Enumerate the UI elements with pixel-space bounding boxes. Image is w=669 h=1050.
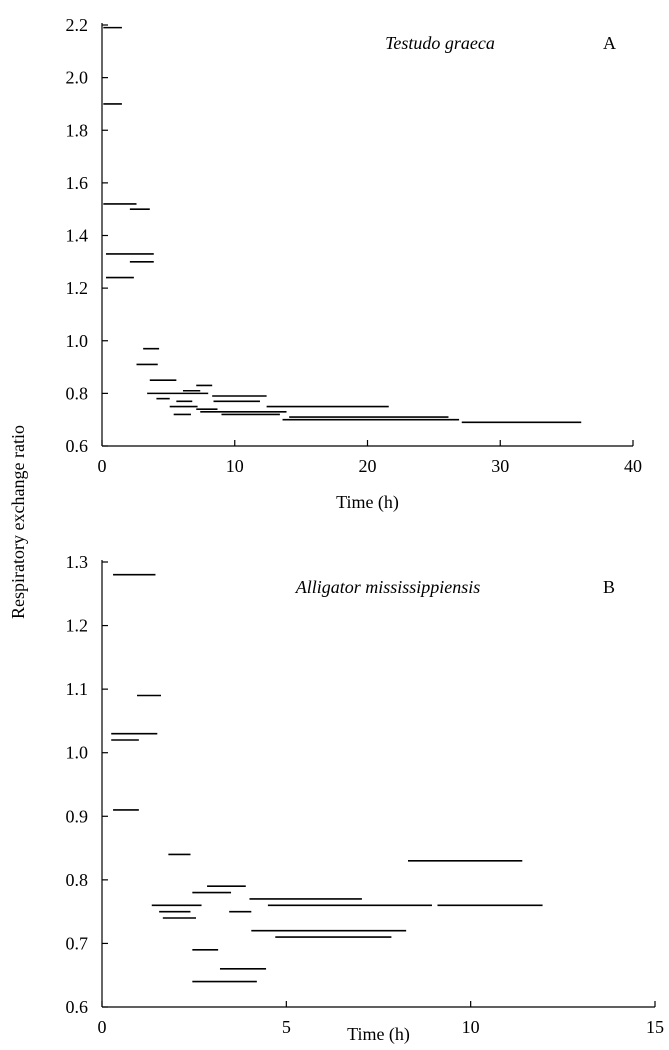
x-axis-label: Time (h) xyxy=(347,1024,410,1045)
y-tick-label: 2.2 xyxy=(66,15,89,35)
x-tick-label: 15 xyxy=(646,1017,664,1037)
y-tick-label: 0.6 xyxy=(66,436,89,456)
x-tick-label: 5 xyxy=(282,1017,291,1037)
y-tick-label: 0.7 xyxy=(66,933,89,953)
x-tick-label: 0 xyxy=(98,456,107,476)
y-tick-label: 1.0 xyxy=(66,331,89,351)
y-tick-label: 1.6 xyxy=(66,173,89,193)
x-tick-label: 10 xyxy=(226,456,244,476)
panel-title: Alligator mississippiensis xyxy=(295,577,481,597)
y-tick-label: 0.6 xyxy=(66,997,89,1017)
y-tick-label: 1.2 xyxy=(66,616,89,636)
shared-y-axis-label: Respiratory exchange ratio xyxy=(8,425,28,619)
x-tick-label: 20 xyxy=(359,456,377,476)
y-tick-label: 1.0 xyxy=(66,743,89,763)
y-tick-label: 1.3 xyxy=(66,552,89,572)
panel-letter: A xyxy=(603,33,616,53)
y-tick-label: 1.4 xyxy=(66,226,89,246)
x-tick-label: 40 xyxy=(624,456,642,476)
panel-letter: B xyxy=(603,577,615,597)
y-tick-label: 1.1 xyxy=(66,679,89,699)
panel-b-alligator-mississippiensis: 0.6 0.7 0.8 0.9 1.0 1.1 1.2 1.3 0 5 10 15 Time (h) Al… xyxy=(66,552,665,1045)
x-axis-label: Time (h) xyxy=(336,492,399,513)
panel-a-testudo-graeca: 0.6 0.8 1.0 1.2 1.4 1.6 1.8 2.0 2.2 0 10 20 30 40 Time… xyxy=(66,15,643,513)
y-tick-label: 1.8 xyxy=(66,120,89,140)
x-tick-label: 10 xyxy=(462,1017,480,1037)
x-tick-label: 30 xyxy=(491,456,509,476)
panel-title: Testudo graeca xyxy=(385,33,495,53)
y-tick-label: 0.9 xyxy=(66,806,89,826)
y-tick-label: 0.8 xyxy=(66,870,89,890)
x-tick-label: 0 xyxy=(98,1017,107,1037)
y-tick-label: 2.0 xyxy=(66,68,89,88)
y-tick-label: 0.8 xyxy=(66,383,89,403)
y-tick-label: 1.2 xyxy=(66,278,89,298)
